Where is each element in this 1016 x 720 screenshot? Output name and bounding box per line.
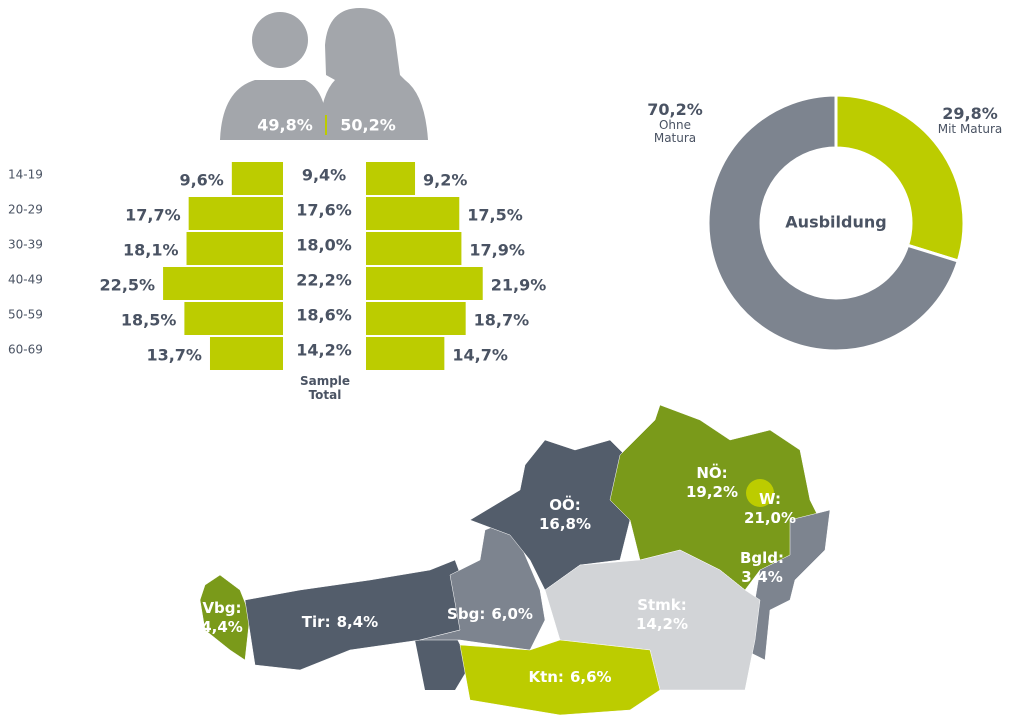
region-label: Ktn: 6,6% (528, 668, 611, 686)
region (459, 639, 661, 716)
value-label: 17,9% (469, 241, 525, 260)
donut-title: Ausbildung (785, 213, 886, 232)
value-label: 17,5% (467, 206, 523, 225)
value-label: 17,7% (125, 206, 181, 225)
region (199, 574, 251, 661)
region-label: NÖ: 19,2% (686, 463, 738, 501)
value-label: 21,9% (491, 276, 547, 295)
region-value: 6,0% (491, 605, 533, 623)
region-label: W: 21,0% (744, 490, 796, 527)
bar (163, 267, 283, 300)
donut-category: Ohne Matura (653, 118, 697, 145)
region-name: Stmk: (637, 596, 687, 614)
age-label: 20-29 (8, 203, 43, 217)
region-name: OÖ: (549, 495, 581, 514)
total-value: 9,4% (302, 166, 346, 185)
male-share: 49,8% (257, 116, 313, 135)
bar (209, 337, 283, 370)
region-value: 19,2% (686, 483, 738, 501)
donut-value: 70,2% (647, 100, 703, 119)
bar (366, 232, 462, 265)
region-value: 6,6% (570, 668, 612, 686)
value-label: 14,7% (452, 346, 508, 365)
bar (186, 232, 283, 265)
bar (188, 197, 283, 230)
bar (366, 267, 483, 300)
donut-value: 29,8% (942, 104, 998, 123)
region-name: Vbg: (202, 599, 241, 617)
region-label: Vbg: 4,4% (201, 599, 243, 636)
region-name: NÖ: (696, 463, 727, 482)
age-label: 60-69 (8, 343, 43, 357)
gender-icons (220, 8, 428, 140)
age-label: 50-59 (8, 308, 43, 322)
donut-label: 29,8% Mit Matura (930, 104, 1010, 136)
region-name: Ktn: (528, 668, 563, 686)
total-label: Sample Total (299, 374, 351, 402)
region (415, 635, 470, 690)
region-label: OÖ: 16,8% (539, 495, 591, 533)
region-value: 3,4% (741, 568, 783, 586)
age-label: 30-39 (8, 238, 43, 252)
age-label: 40-49 (8, 273, 43, 287)
region-value: 4,4% (201, 618, 243, 636)
region (744, 509, 831, 661)
total-value: 22,2% (296, 271, 352, 290)
region-name: Sbg: (447, 605, 485, 623)
region-name: W: (759, 490, 781, 508)
value-label: 18,1% (123, 241, 179, 260)
total-value: 18,0% (296, 236, 352, 255)
region-label: Sbg: 6,0% (447, 605, 533, 623)
value-label: 22,5% (100, 276, 156, 295)
region-value: 21,0% (744, 509, 796, 527)
region-value: 14,2% (636, 615, 688, 633)
bar (366, 162, 416, 195)
donut-label: 70,2% Ohne Matura (645, 100, 705, 145)
region-value: 8,4% (337, 613, 379, 631)
total-value: 17,6% (296, 201, 352, 220)
region-value: 16,8% (539, 515, 591, 533)
value-label: 13,7% (146, 346, 202, 365)
value-label: 9,2% (423, 171, 467, 190)
value-label: 9,6% (179, 171, 223, 190)
bar (366, 302, 466, 335)
region-label: Tir: 8,4% (302, 613, 378, 631)
donut-category: Mit Matura (937, 122, 1003, 136)
value-label: 18,5% (121, 311, 177, 330)
total-value: 18,6% (296, 306, 352, 325)
region-name: Tir: (302, 613, 331, 631)
region-label: Bgld: 3,4% (740, 549, 784, 586)
age-label: 14-19 (8, 168, 43, 182)
region (746, 479, 774, 507)
region-label: Stmk: 14,2% (636, 596, 688, 633)
bar (184, 302, 283, 335)
region (419, 519, 546, 651)
donut-slice (706, 93, 961, 353)
total-value: 14,2% (296, 341, 352, 360)
bar (366, 197, 460, 230)
value-label: 18,7% (474, 311, 530, 330)
bar (231, 162, 283, 195)
region-name: Bgld: (740, 549, 784, 567)
female-share: 50,2% (340, 116, 396, 135)
donut-slice (834, 93, 966, 263)
bar (366, 337, 445, 370)
